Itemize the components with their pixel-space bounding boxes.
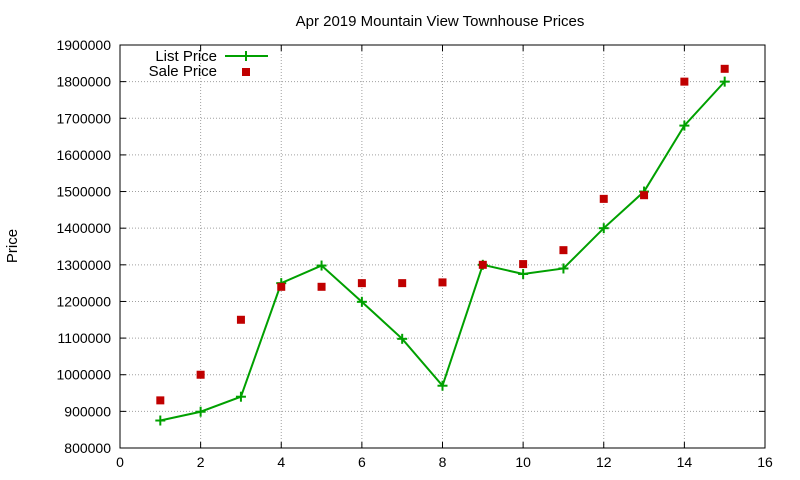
y-tick-label: 1200000	[56, 293, 111, 309]
grid-lines	[120, 45, 765, 448]
sale-price-point	[277, 282, 286, 291]
sale-price-point	[398, 279, 407, 288]
x-tick-label: 16	[757, 454, 773, 470]
legend-sale-price-label: Sale Price	[149, 63, 217, 80]
sale-price-point	[720, 64, 729, 73]
y-tick-label: 1500000	[56, 184, 111, 200]
list-price-point	[155, 415, 166, 426]
y-tick-label: 1700000	[56, 110, 111, 126]
x-tick-label: 14	[677, 454, 693, 470]
list-price-point	[518, 268, 529, 279]
list-price-point	[719, 76, 730, 87]
x-tick-label: 0	[116, 454, 124, 470]
y-tick-label: 1400000	[56, 220, 111, 236]
sale-price-point	[478, 260, 487, 269]
series-layer	[155, 64, 730, 426]
axis-ticks: 0 2 4 6 8 10 12 14 16 800000 900000 1000000 1100000 1…	[56, 37, 773, 470]
list-price-point	[437, 380, 448, 391]
sale-price-point	[156, 396, 165, 405]
sale-price-point	[236, 315, 245, 324]
legend: List Price Sale Price	[149, 48, 268, 80]
x-tick-label: 2	[197, 454, 205, 470]
y-axis-label: Price	[4, 229, 21, 263]
sale-price-point	[196, 370, 205, 379]
list-price-point	[356, 296, 367, 307]
sale-price-point	[640, 191, 649, 200]
legend-list-price-label: List Price	[155, 48, 217, 65]
sale-price-point	[599, 194, 608, 203]
list-price-point	[679, 120, 690, 131]
legend-sale-price-marker	[242, 68, 250, 76]
x-tick-label: 12	[596, 454, 612, 470]
list-price-point	[598, 223, 609, 234]
y-tick-label: 800000	[64, 440, 111, 456]
y-tick-label: 1800000	[56, 74, 111, 90]
list-price-point	[316, 260, 327, 271]
sale-price-point	[357, 279, 366, 288]
y-tick-label: 900000	[64, 403, 111, 419]
list-price-point	[235, 391, 246, 402]
x-tick-label: 8	[439, 454, 447, 470]
x-tick-label: 4	[277, 454, 285, 470]
y-tick-label: 1300000	[56, 257, 111, 273]
sale-price-point	[438, 278, 447, 287]
sale-price-point	[680, 77, 689, 86]
x-tick-label: 6	[358, 454, 366, 470]
list-price-point	[558, 263, 569, 274]
sale-price-point	[559, 246, 568, 255]
legend-list-price-marker	[241, 51, 251, 61]
sale-price-point	[519, 260, 528, 269]
x-tick-label: 10	[515, 454, 531, 470]
y-tick-label: 1600000	[56, 147, 111, 163]
list-price-point	[195, 406, 206, 417]
y-tick-label: 1100000	[58, 330, 112, 346]
y-tick-label: 1000000	[56, 367, 111, 383]
list-price-point	[397, 333, 408, 344]
sale-price-point	[317, 282, 326, 291]
y-tick-label: 1900000	[56, 37, 111, 53]
chart-title: Apr 2019 Mountain View Townhouse Prices	[296, 13, 585, 30]
